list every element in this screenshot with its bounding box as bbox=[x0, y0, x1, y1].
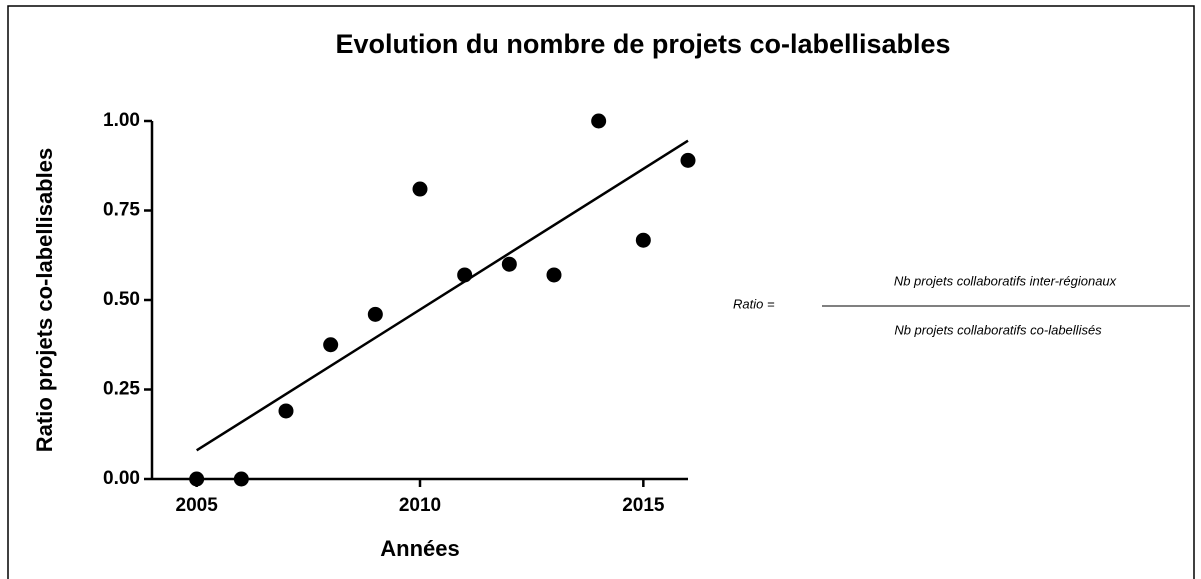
point bbox=[457, 267, 473, 283]
point bbox=[501, 256, 517, 272]
ratio-label: Ratio = bbox=[733, 296, 775, 311]
point bbox=[278, 403, 294, 419]
point bbox=[635, 232, 651, 248]
trend-line bbox=[196, 139, 689, 452]
frame bbox=[7, 5, 1195, 579]
y-axis-label: Ratio projets co-labellisables bbox=[32, 148, 57, 452]
y-tick-label: 0.25 bbox=[103, 379, 140, 400]
chart-title: Evolution du nombre de projets co-labell… bbox=[335, 29, 950, 59]
point bbox=[189, 471, 205, 487]
point bbox=[412, 181, 428, 197]
point bbox=[233, 471, 249, 487]
y-tick-label: 0.50 bbox=[103, 289, 140, 310]
point bbox=[680, 152, 696, 168]
numerator: Nb projets collaboratifs inter-régionaux bbox=[894, 273, 1117, 288]
x-tick-label: 2015 bbox=[622, 495, 665, 516]
x-tick-label: 2010 bbox=[399, 495, 441, 516]
point bbox=[591, 113, 607, 129]
denominator: Nb projets collaboratifs co-labellisés bbox=[894, 322, 1102, 337]
y-tick-label: 1.00 bbox=[103, 110, 140, 131]
point bbox=[546, 267, 562, 283]
x-axis-label: Années bbox=[380, 536, 459, 561]
y-tick-label: 0.00 bbox=[103, 468, 140, 489]
point bbox=[367, 306, 383, 322]
x-tick-label: 2005 bbox=[176, 495, 219, 516]
point bbox=[323, 337, 339, 353]
y-tick-label: 0.75 bbox=[103, 200, 140, 221]
